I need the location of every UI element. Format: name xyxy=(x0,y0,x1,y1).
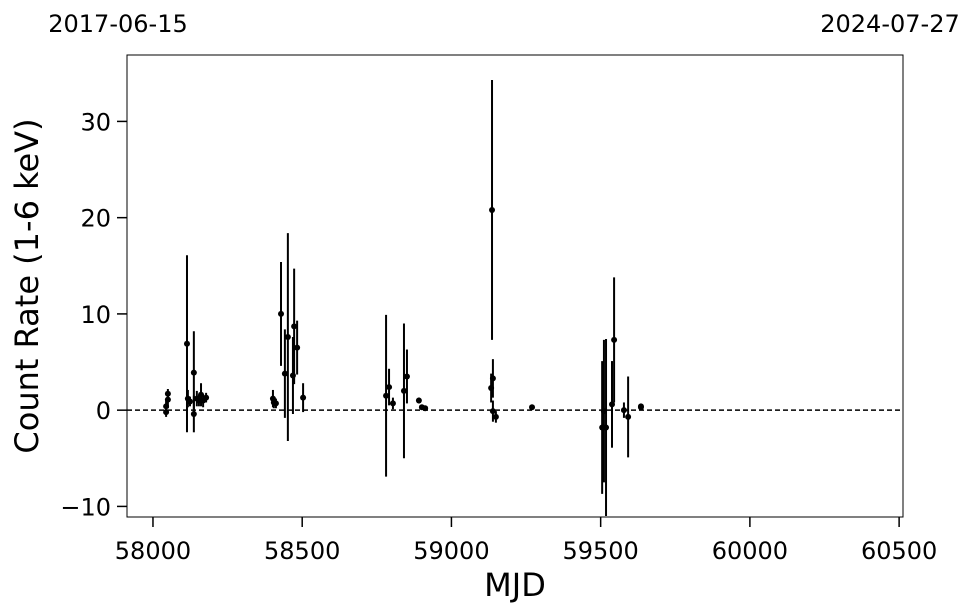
data-point xyxy=(383,392,390,399)
data-point xyxy=(186,398,193,405)
corner-label: 2017-06-15 xyxy=(48,10,187,38)
data-point xyxy=(386,384,393,391)
x-tick-label: 58000 xyxy=(115,537,191,565)
data-point xyxy=(620,407,627,414)
data-point xyxy=(529,404,536,411)
x-tick-label: 59500 xyxy=(562,537,638,565)
data-point xyxy=(492,413,499,420)
data-point xyxy=(625,413,632,420)
data-point xyxy=(422,405,429,412)
data-point xyxy=(190,411,197,418)
plot-frame xyxy=(126,54,904,518)
x-tick-label: 60500 xyxy=(861,537,937,565)
data-point xyxy=(281,370,288,377)
data-point xyxy=(489,408,496,415)
data-point xyxy=(272,400,279,407)
y-tick-label: 0 xyxy=(96,397,111,425)
data-point xyxy=(164,396,171,403)
data-point xyxy=(603,424,610,431)
x-tick-label: 58500 xyxy=(264,537,340,565)
data-point xyxy=(489,375,496,382)
data-point xyxy=(190,369,197,376)
data-point xyxy=(294,344,301,351)
data-point xyxy=(284,334,291,341)
y-tick-label: 10 xyxy=(80,301,111,329)
x-tick-label: 60000 xyxy=(712,537,788,565)
data-point xyxy=(489,206,496,213)
data-point xyxy=(637,404,644,411)
data-point xyxy=(300,394,307,401)
data-point xyxy=(611,336,618,343)
data-point xyxy=(183,340,190,347)
y-tick-label: −10 xyxy=(60,493,111,521)
x-tick-label: 59000 xyxy=(413,537,489,565)
data-point xyxy=(609,401,615,408)
data-point xyxy=(415,397,422,404)
data-point xyxy=(278,310,285,317)
corner-label: 2024-07-27 xyxy=(820,10,959,38)
y-tick-label: 30 xyxy=(80,108,111,136)
data-point xyxy=(389,400,396,407)
y-axis-label: Count Rate (1-6 keV) xyxy=(8,118,46,453)
y-tick-label: 20 xyxy=(80,205,111,233)
data-point xyxy=(400,387,407,394)
x-axis-label: MJD xyxy=(484,566,546,604)
data-point xyxy=(203,394,210,401)
data-point xyxy=(403,373,410,380)
data-point xyxy=(291,323,298,330)
